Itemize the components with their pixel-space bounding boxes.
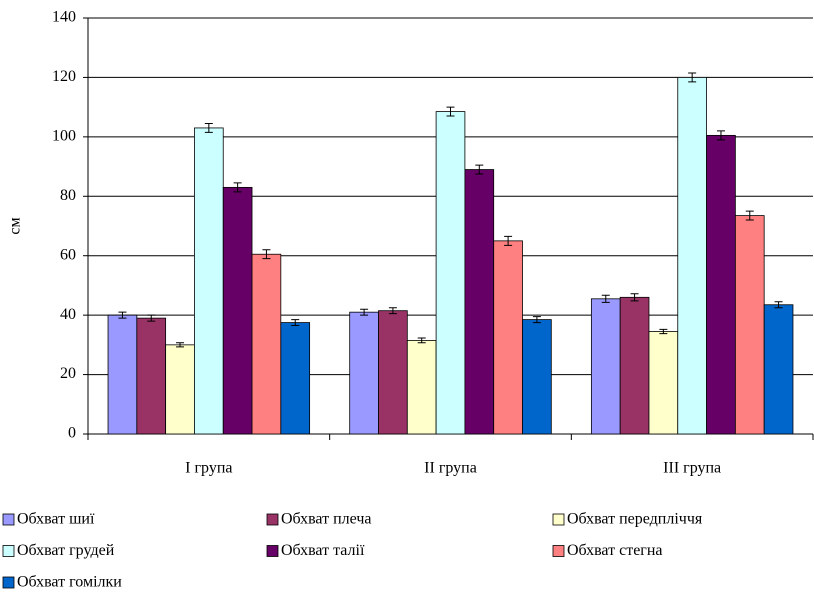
error-bar	[630, 293, 639, 302]
error-bar	[417, 337, 426, 344]
bar	[194, 127, 224, 435]
bar	[251, 253, 282, 435]
legend-swatch	[2, 513, 15, 526]
legend-swatch	[552, 513, 565, 526]
error-bar	[688, 72, 697, 83]
legend-label: Обхват передпліччя	[567, 511, 703, 528]
error-bar	[262, 249, 271, 260]
bar	[378, 310, 408, 435]
bar	[493, 240, 523, 435]
y-tick-label: 80	[60, 187, 76, 204]
bar	[136, 317, 167, 435]
bar	[677, 77, 707, 435]
legend-swatch	[2, 545, 15, 557]
error-bar	[504, 235, 513, 246]
error-bar	[659, 328, 668, 335]
error-bar	[601, 294, 610, 303]
bar	[435, 111, 466, 435]
bar	[763, 304, 794, 435]
error-bar	[774, 301, 783, 309]
y-tick-label: 100	[52, 128, 76, 145]
error-bar	[204, 122, 213, 133]
bar	[522, 319, 552, 435]
y-tick-label: 140	[52, 9, 76, 26]
error-bar	[147, 314, 156, 322]
error-bar	[745, 210, 754, 221]
bar	[706, 134, 736, 435]
error-bar	[532, 316, 541, 324]
error-bar	[388, 307, 397, 315]
legend-label: Обхват гомілки	[17, 574, 122, 591]
x-tick-label: III група	[663, 460, 721, 477]
x-tick-label: II група	[424, 460, 477, 477]
y-tick-label: 120	[52, 68, 76, 85]
error-bar	[360, 308, 369, 316]
bar	[406, 339, 437, 435]
legend-swatch	[266, 513, 279, 526]
bar	[619, 296, 650, 435]
y-tick-label: 60	[60, 246, 76, 263]
bar	[349, 311, 379, 435]
legend-label: Обхват плеча	[281, 511, 372, 528]
legend-label: Обхват стегна	[567, 542, 663, 559]
error-bar	[118, 311, 127, 319]
error-bar	[176, 342, 185, 348]
bar	[165, 344, 195, 435]
bar	[280, 322, 311, 435]
y-tick-label: 20	[60, 365, 76, 382]
bar	[648, 331, 679, 435]
bar	[107, 314, 138, 435]
y-tick-label: 0	[68, 425, 76, 442]
legend-label: Обхват грудей	[17, 542, 115, 559]
error-bar	[475, 164, 484, 175]
bar	[590, 298, 621, 435]
error-bar	[291, 319, 300, 327]
error-bar	[446, 106, 455, 117]
legend-swatch	[552, 545, 565, 557]
x-tick-label: I група	[185, 460, 232, 477]
y-axis-label: см	[7, 217, 24, 234]
y-tick-label: 40	[60, 306, 76, 323]
bar	[464, 169, 495, 435]
legend-label: Обхват шиї	[17, 511, 95, 528]
error-bar	[233, 182, 242, 193]
legend-swatch	[2, 576, 15, 589]
legend-label: Обхват талії	[281, 542, 365, 559]
bar	[734, 215, 765, 435]
error-bar	[716, 130, 725, 141]
bar	[222, 186, 253, 435]
legend-swatch	[266, 545, 279, 557]
